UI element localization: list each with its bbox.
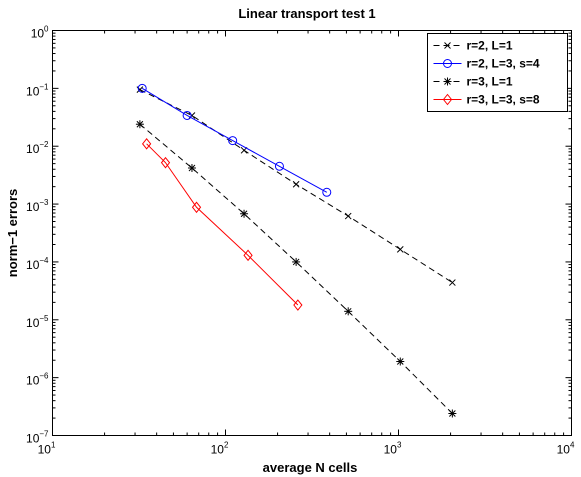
- y-tick-label: 10−2: [26, 140, 49, 156]
- data-point: [274, 161, 284, 171]
- data-point: [443, 77, 452, 86]
- data-point: [442, 93, 453, 106]
- data-point: [182, 110, 192, 120]
- y-tick-label: 10−7: [26, 430, 49, 446]
- data-point: [137, 83, 147, 93]
- data-point: [187, 164, 196, 173]
- data-point: [292, 257, 301, 266]
- series-line: [141, 87, 328, 193]
- legend-label: r=3, L=1: [467, 75, 513, 89]
- data-point: [240, 209, 249, 218]
- data-point: [322, 187, 332, 197]
- data-point: [444, 42, 451, 49]
- y-tick-label: 10−4: [26, 256, 49, 272]
- y-tick-label: 10−3: [26, 198, 49, 214]
- y-tick-label: 10−6: [26, 372, 49, 388]
- data-point: [292, 180, 300, 188]
- data-point: [141, 138, 152, 150]
- chart-title: Linear transport test 1: [238, 6, 375, 21]
- data-point: [243, 249, 253, 262]
- data-point: [293, 299, 303, 311]
- legend: r=2, L=1 r=2, L=3, s=4 r=3, L=1 r=3, L=3, s…: [427, 33, 568, 112]
- data-point: [448, 409, 457, 418]
- data-point: [449, 279, 456, 286]
- data-point: [443, 59, 452, 68]
- y-tick-label: 100: [31, 25, 49, 41]
- series-layer: [135, 83, 457, 418]
- data-point: [135, 120, 144, 129]
- y-axis-label: norm−1 errors: [5, 189, 20, 278]
- data-point: [344, 212, 352, 220]
- axis-ticks: 101 102 103 104 100 10−1 10−2 10−3 10−4 10−5 10−6 1…: [26, 25, 575, 457]
- x-tick-label: 102: [211, 441, 229, 457]
- series-r-3-l-1: [135, 120, 457, 418]
- x-tick-label: 104: [557, 441, 575, 457]
- data-point: [228, 136, 238, 146]
- series-line: [146, 143, 299, 306]
- data-point: [344, 307, 353, 316]
- y-tick-label: 10−5: [26, 314, 49, 330]
- legend-label: r=3, L=3, s=8: [467, 93, 540, 107]
- x-axis-label: average N cells: [263, 460, 358, 475]
- data-point: [191, 201, 202, 214]
- legend-label: r=2, L=3, s=4: [467, 57, 540, 71]
- series-r-3-l-3-s-8: [141, 138, 303, 311]
- x-tick-label: 101: [38, 441, 56, 457]
- series-r-2-l-3-s-4: [137, 83, 332, 197]
- data-point: [396, 357, 405, 366]
- y-tick-label: 10−1: [26, 82, 49, 98]
- legend-label: r=2, L=1: [467, 39, 513, 53]
- data-point: [160, 156, 171, 169]
- data-point: [396, 245, 404, 253]
- x-tick-label: 103: [384, 441, 402, 457]
